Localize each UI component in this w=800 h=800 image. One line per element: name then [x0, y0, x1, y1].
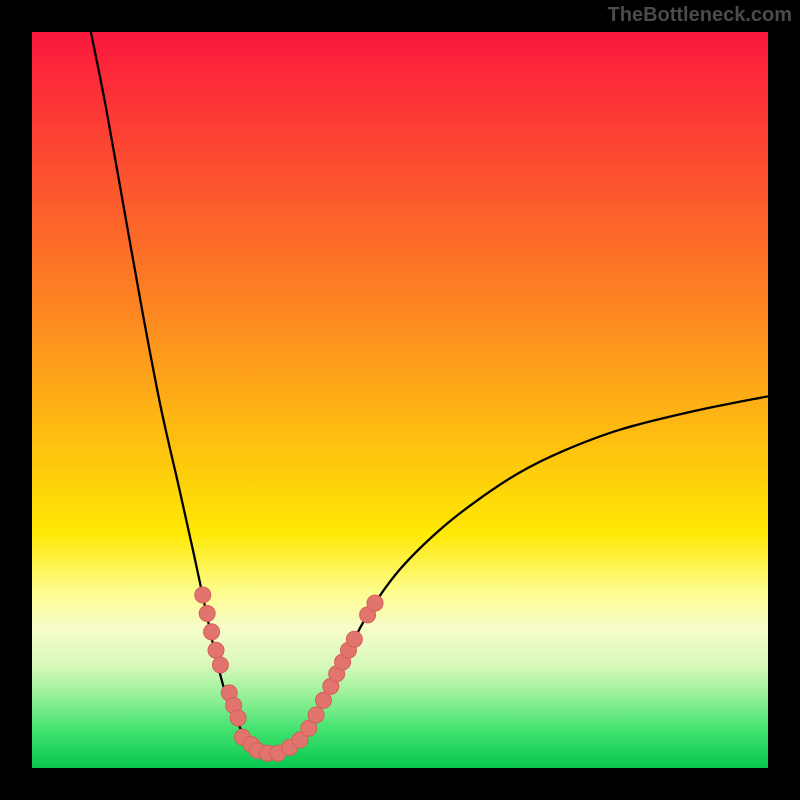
- plot-area: [32, 32, 768, 768]
- data-marker: [315, 692, 331, 708]
- data-marker: [212, 657, 228, 673]
- watermark-text: TheBottleneck.com: [608, 4, 792, 27]
- data-marker: [346, 631, 362, 647]
- data-marker: [204, 624, 220, 640]
- data-marker: [199, 605, 215, 621]
- data-marker: [308, 707, 324, 723]
- chart-frame: TheBottleneck.com: [0, 0, 800, 800]
- data-marker: [230, 710, 246, 726]
- data-marker: [195, 587, 211, 603]
- data-marker: [208, 642, 224, 658]
- chart-svg: [32, 32, 768, 768]
- gradient-background: [32, 32, 768, 768]
- data-marker: [367, 595, 383, 611]
